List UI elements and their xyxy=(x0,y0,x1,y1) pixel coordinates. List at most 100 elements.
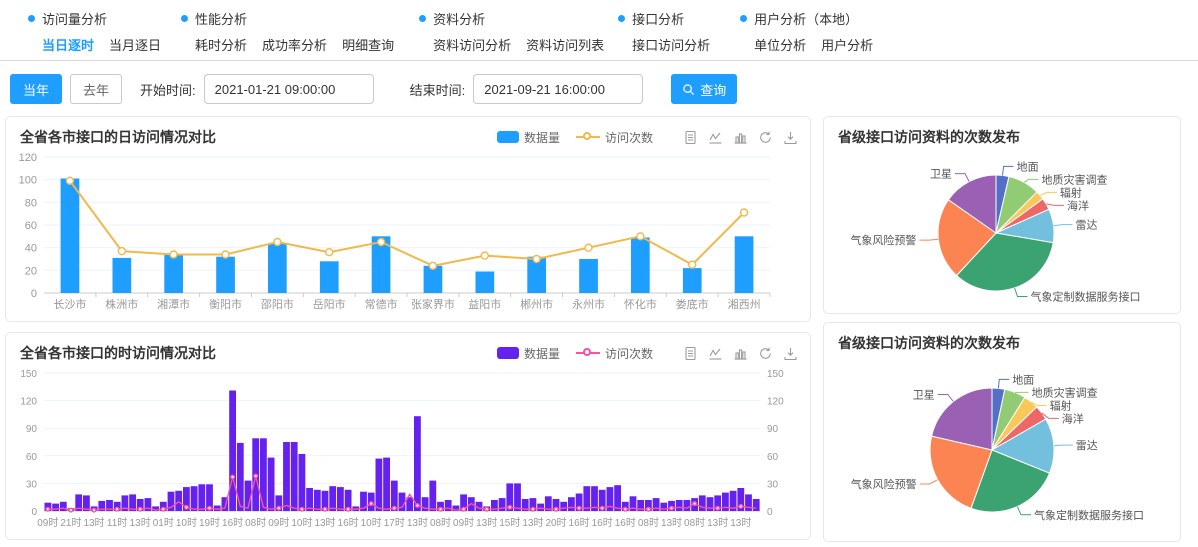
last-year-button[interactable]: 去年 xyxy=(70,74,122,104)
nav-item[interactable]: 资料访问列表 xyxy=(526,38,605,53)
svg-text:衡阳市: 衡阳市 xyxy=(209,297,242,311)
nav-item[interactable]: 用户分析 xyxy=(821,38,874,53)
svg-text:地质灾害调查: 地质灾害调查 xyxy=(1032,385,1098,399)
hourly-chart-legend: 数据量 访问次数 xyxy=(496,345,653,362)
nav-group: 接口分析 接口访问分析 xyxy=(618,9,710,54)
download-icon[interactable] xyxy=(783,346,798,361)
main-content: 全省各市接口的日访问情况对比 数据量 访问次数 xyxy=(0,116,1198,542)
svg-text:气象风险预警: 气象风险预警 xyxy=(850,233,916,247)
bar-chart-type-icon[interactable] xyxy=(733,130,748,145)
start-time-input[interactable] xyxy=(203,74,374,104)
svg-text:21时: 21时 xyxy=(60,517,81,529)
legend-item-line[interactable]: 访问次数 xyxy=(575,129,653,146)
pie-bottom-card: 省级接口访问资料的次数发布 卫星 气象风险预警 地面 地质灾害调查 辐射 海洋 雷达 气象定制… xyxy=(823,322,1181,542)
nav-item[interactable]: 单位分析 xyxy=(754,38,807,53)
legend-line-label: 访问次数 xyxy=(604,346,653,361)
nav-item[interactable]: 明细查询 xyxy=(342,38,395,53)
svg-text:90: 90 xyxy=(26,424,38,435)
bullet-dot-icon xyxy=(28,15,35,22)
line-chart-type-icon[interactable] xyxy=(708,130,723,145)
daily-chart-legend: 数据量 访问次数 xyxy=(496,129,653,146)
svg-text:雷达: 雷达 xyxy=(1076,219,1098,232)
pie-slices[interactable] xyxy=(937,174,1055,292)
bullet-dot-icon xyxy=(740,15,748,22)
svg-text:0: 0 xyxy=(767,507,773,518)
pie-slice[interactable] xyxy=(947,174,997,234)
bar-series[interactable] xyxy=(60,178,754,294)
svg-text:120: 120 xyxy=(19,152,37,164)
this-year-button[interactable]: 当年 xyxy=(10,74,62,104)
svg-text:40: 40 xyxy=(25,243,37,255)
pie-slices[interactable] xyxy=(929,387,1055,513)
hourly-chart-title: 全省各市接口的时访问情况对比 xyxy=(20,345,216,361)
svg-text:卫星: 卫星 xyxy=(913,389,935,402)
download-icon[interactable] xyxy=(783,130,798,145)
svg-text:地面: 地面 xyxy=(1012,373,1034,386)
svg-text:13时: 13时 xyxy=(83,517,104,529)
nav-item[interactable]: 当月逐日 xyxy=(109,38,162,53)
svg-text:0: 0 xyxy=(31,288,37,300)
nav-group-title: 性能分析 xyxy=(181,9,394,28)
bar-series[interactable] xyxy=(44,390,760,512)
chart-toolbar xyxy=(683,346,798,361)
nav-item[interactable]: 接口访问分析 xyxy=(632,38,711,53)
svg-text:11时: 11时 xyxy=(107,517,127,529)
svg-text:60: 60 xyxy=(25,220,37,232)
nav-group-title: 用户分析（本地） xyxy=(740,9,873,28)
svg-text:辐射: 辐射 xyxy=(1050,398,1072,412)
svg-text:16时: 16时 xyxy=(338,517,359,529)
nav-group: 性能分析耗时分析 成功率分析 明细查询 xyxy=(181,9,394,54)
right-column: 省级接口访问资料的次数发布 卫星 气象风险预警 地面 地质灾害调查 辐射 海洋 雷达 气象定制… xyxy=(823,116,1181,542)
search-button-label: 查询 xyxy=(700,82,727,98)
legend-item-bar[interactable]: 数据量 xyxy=(496,345,560,362)
daily-bar-line-chart[interactable]: 0 20 40 60 80 100 120 长沙市 株洲市 湘潭市 衡阳市 邵阳市 岳阳市 常德市 张家界市… xyxy=(6,147,796,321)
line-series[interactable] xyxy=(65,176,749,271)
nav-item[interactable]: 当日逐时 xyxy=(42,38,95,53)
nav-group: 资料分析 资料访问分析 资料访问列表 xyxy=(419,9,604,54)
start-time-label: 开始时间: xyxy=(140,82,196,98)
svg-text:30: 30 xyxy=(26,479,38,490)
pie-slice[interactable] xyxy=(929,435,993,509)
legend-line-swatch xyxy=(575,348,600,356)
svg-text:岳阳市: 岳阳市 xyxy=(313,297,346,311)
pie-slice[interactable] xyxy=(970,449,1051,513)
svg-text:90: 90 xyxy=(767,424,779,435)
end-time-input[interactable] xyxy=(473,74,644,104)
svg-text:株洲市: 株洲市 xyxy=(105,297,138,311)
svg-text:13时: 13时 xyxy=(707,517,728,529)
line-chart-type-icon[interactable] xyxy=(708,346,723,361)
legend-item-bar[interactable]: 数据量 xyxy=(496,129,560,146)
nav-item[interactable]: 耗时分析 xyxy=(195,38,248,53)
restore-icon[interactable] xyxy=(758,130,773,145)
data-view-icon[interactable] xyxy=(683,130,698,145)
nav-item[interactable]: 成功率分析 xyxy=(262,38,328,53)
restore-icon[interactable] xyxy=(758,346,773,361)
svg-text:100: 100 xyxy=(19,175,37,187)
svg-text:13时: 13时 xyxy=(661,517,682,529)
svg-text:雷达: 雷达 xyxy=(1076,439,1098,452)
top-nav: 访问量分析 当日逐时 当月逐日 性能分析 耗时分析 成功率分析 明细查询 资料分析 资料访问分析… xyxy=(0,0,1198,60)
bullet-dot-icon xyxy=(618,15,626,22)
nav-item[interactable]: 资料访问分析 xyxy=(433,38,512,53)
filter-bar: 当年 去年 开始时间: 结束时间: 查询 xyxy=(0,61,1198,116)
svg-text:08时: 08时 xyxy=(684,517,705,529)
svg-text:13时: 13时 xyxy=(407,517,428,529)
svg-text:13时: 13时 xyxy=(522,517,543,529)
svg-text:60: 60 xyxy=(767,452,779,463)
pie-slice[interactable] xyxy=(937,199,997,277)
pie-slice[interactable] xyxy=(931,387,993,451)
svg-text:16时: 16时 xyxy=(592,517,613,529)
svg-text:20时: 20时 xyxy=(545,517,566,529)
line-series[interactable] xyxy=(45,473,757,513)
bar-chart-type-icon[interactable] xyxy=(733,346,748,361)
data-view-icon[interactable] xyxy=(683,346,698,361)
legend-item-line[interactable]: 访问次数 xyxy=(575,345,653,362)
pie-top-header: 省级接口访问资料的次数发布 xyxy=(824,117,1180,147)
pie-slice[interactable] xyxy=(990,418,1055,474)
search-button[interactable]: 查询 xyxy=(671,74,738,104)
svg-text:01时: 01时 xyxy=(153,517,174,529)
